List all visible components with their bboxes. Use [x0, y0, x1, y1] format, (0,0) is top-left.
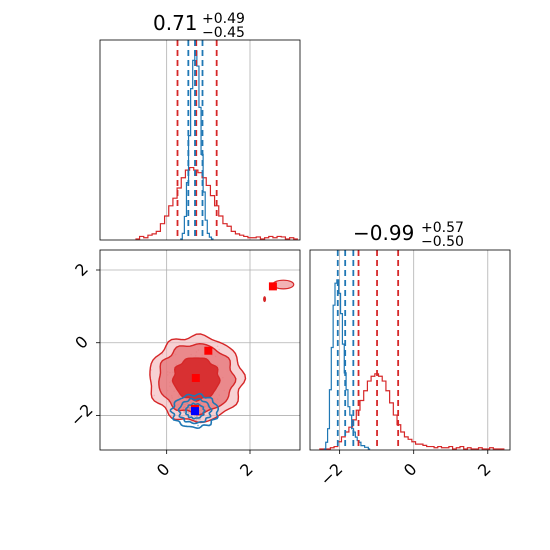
- joint-blue-contour-0: [184, 402, 206, 420]
- panel-1-quantile-lines: [176, 40, 218, 240]
- joint-blue-marker: [191, 407, 199, 416]
- joint-panel-y-ticks: −2 0 2: [67, 259, 100, 430]
- joint-ytick-label: 0: [71, 332, 92, 353]
- panel-2-title-upper: +0.57: [421, 220, 464, 236]
- joint-xtick-label: 0: [153, 459, 174, 480]
- panel-2-background: [310, 250, 510, 450]
- panel-2-grid: [339, 250, 489, 450]
- panel-1-title-value: 0.71: [153, 11, 198, 35]
- joint-blue-contour-1: [177, 397, 213, 425]
- joint-xtick-label: 2: [236, 459, 257, 480]
- joint-red-marker-0: [204, 346, 213, 355]
- panel-1-frame: [99, 39, 301, 241]
- panel-1-grid: [166, 40, 251, 240]
- joint-ytick-label: 2: [71, 259, 92, 280]
- panel-1-title: 0.71: [153, 11, 198, 35]
- joint-red-marker-1: [191, 374, 200, 382]
- panel-2-xtick-label: 0: [400, 459, 421, 480]
- panel-2-title: −0.99: [353, 221, 414, 245]
- panel-2-title-lower: −0.50: [421, 234, 464, 250]
- panel-1-title-upper: +0.49: [202, 11, 245, 27]
- panel-1-hist-blue: [180, 50, 214, 240]
- panel-2-hist-blue: [323, 279, 371, 450]
- joint-red-outlier-blob: [263, 296, 267, 303]
- panel-1-title-lower: −0.45: [202, 25, 245, 41]
- panel-2-xtick-label: −2: [316, 459, 346, 489]
- panel-2-histograms: [319, 279, 505, 450]
- panel-2-title-value: −0.99: [353, 221, 414, 245]
- panel-1-background: [100, 40, 300, 240]
- joint-blue-contour-2: [169, 392, 219, 430]
- joint-scatter-point: [197, 424, 199, 427]
- joint-panel-markers: [191, 282, 277, 416]
- joint-red-marker-3: [268, 282, 277, 291]
- joint-ytick-label: −2: [67, 400, 97, 430]
- panel-2-hist-red: [319, 373, 505, 450]
- panel-2-frame: [309, 249, 511, 451]
- panel-2-x-ticks: −2 0 2: [316, 450, 495, 490]
- marginal-panel-2: −2 0 2 −0.99 +0.57 −0.50: [309, 220, 511, 490]
- joint-panel-frame: [99, 249, 301, 451]
- panel-2-quantile-lines: [336, 250, 400, 450]
- panel-1-histograms: [135, 50, 298, 240]
- panel-2-xtick-label: 2: [474, 459, 495, 480]
- marginal-panel-1: 0.71 +0.49 −0.45: [99, 11, 301, 241]
- panel-1-hist-red: [135, 166, 298, 240]
